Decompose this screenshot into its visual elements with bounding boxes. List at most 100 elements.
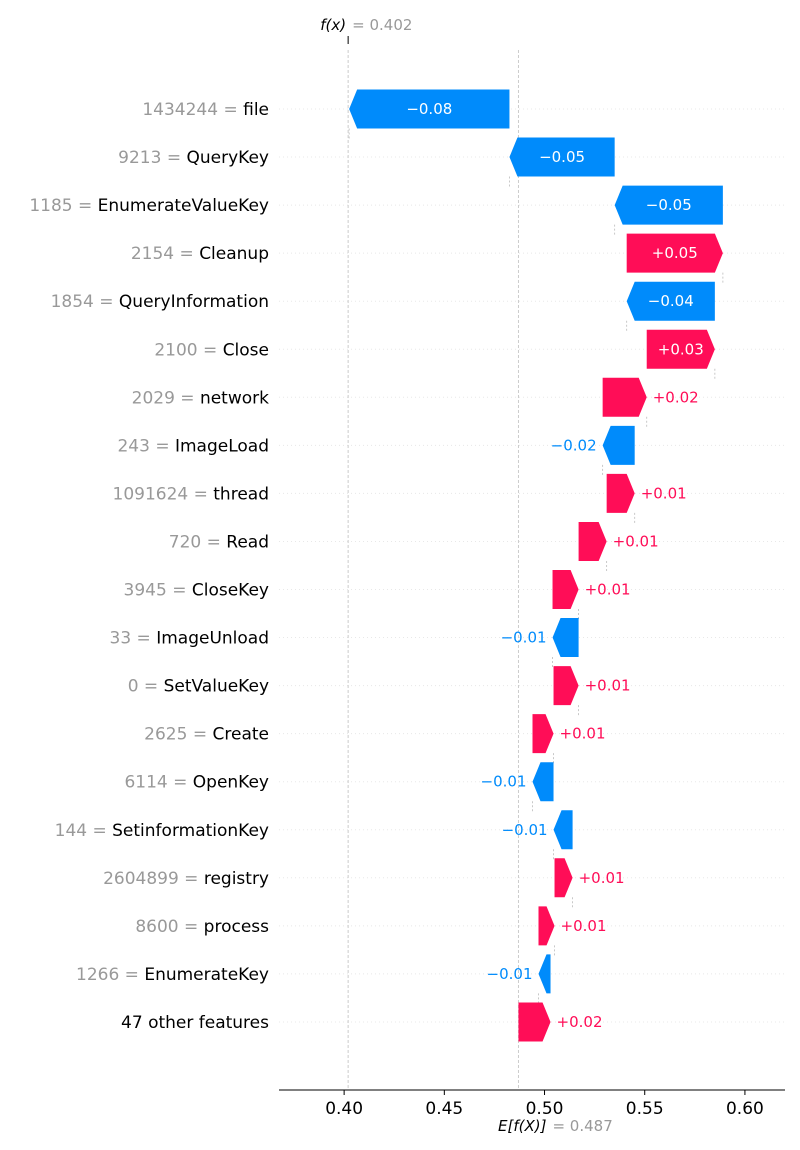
x-tick-label: 0.45 [425,1099,463,1119]
feature-name: process [204,917,269,937]
feature-label: 33 = ImageUnload [110,629,269,649]
feature-name: 47 other features [121,1013,269,1033]
contribution-label: +0.02 [653,388,699,406]
contribution-bar [606,473,635,513]
feature-name: network [200,388,269,408]
contribution-bar [626,233,723,273]
contribution-label: +0.01 [560,725,606,743]
feature-name: registry [204,869,269,889]
base-value-label: E[f(X)] [498,1117,547,1135]
contribution-bar [626,281,715,321]
feature-label: 1266 = EnumerateKey [76,965,269,985]
feature-label: 2604899 = registry [103,869,269,889]
contribution-label: −0.04 [648,292,694,310]
contribution-label: +0.05 [652,244,698,262]
feature-labels: 1434244 = file 9213 = QueryKey 1185 = Enum… [29,100,269,1033]
contribution-label: −0.01 [502,821,548,839]
contribution-bar [509,137,615,177]
contribution-bar [602,377,647,417]
contribution-bar [646,329,715,369]
feature-label: 2100 = Close [154,340,269,360]
base-value: = 0.487 [552,1117,612,1135]
contribution-bar [554,858,573,898]
fx-label: f(x) [320,16,346,34]
contribution-bar [538,906,555,946]
feature-label: 8600 = process [135,917,269,937]
feature-value: 2625 = [144,725,212,745]
feature-value: 720 = [169,532,227,552]
contribution-label: −0.01 [501,629,547,647]
feature-name: ImageUnload [156,629,269,649]
contribution-label: +0.02 [557,1013,603,1031]
feature-label: 1091624 = thread [113,484,270,504]
feature-value: 144 = [55,821,113,841]
feature-value: 9213 = [118,148,186,168]
feature-name: thread [213,484,269,504]
base-value-annotation: E[f(X)] = 0.487 [498,1117,613,1135]
feature-name: OpenKey [193,773,269,793]
x-tick-label: 0.40 [325,1099,363,1119]
contribution-bar [532,762,554,802]
feature-name: Close [223,340,269,360]
feature-name: file [243,100,269,120]
feature-name: SetinformationKey [112,821,269,841]
contribution-label: −0.01 [481,773,527,791]
contribution-label: +0.01 [613,532,659,550]
feature-value: 2604899 = [103,869,204,889]
feature-label: 144 = SetinformationKey [55,821,269,841]
feature-value: 2154 = [131,244,199,264]
feature-value: 33 = [110,629,157,649]
reference-lines [347,36,519,1090]
contribution-bar [614,185,723,225]
feature-value: 243 = [117,436,175,456]
contribution-label: −0.05 [646,196,692,214]
feature-name: Cleanup [199,244,269,264]
feature-value: 1854 = [51,292,119,312]
contribution-label: +0.01 [579,869,625,887]
feature-label: 0 = SetValueKey [128,677,269,697]
feature-label: 2029 = network [132,388,270,408]
feature-value: 3945 = [124,581,192,601]
feature-name: CloseKey [192,581,269,601]
feature-value: 8600 = [135,917,203,937]
feature-value: 2029 = [132,388,200,408]
feature-name: EnumerateValueKey [98,196,269,216]
x-tick-label: 0.55 [626,1099,664,1119]
contribution-label: +0.01 [641,484,687,502]
feature-name: SetValueKey [164,677,269,697]
contribution-bar [578,521,607,561]
feature-name: EnumerateKey [144,965,269,985]
feature-label: 9213 = QueryKey [118,148,269,168]
feature-label: 2154 = Cleanup [131,244,269,264]
feature-name: Create [213,725,270,745]
contribution-bar [553,666,579,706]
contribution-label: −0.02 [551,436,597,454]
fx-annotation: f(x) = 0.402 [320,16,412,34]
x-tick-label: 0.50 [526,1099,564,1119]
contribution-bar [349,89,510,129]
contribution-bar [518,1002,551,1042]
contribution-label: −0.05 [539,148,585,166]
feature-value: 6114 = [124,773,192,793]
feature-value: 0 = [128,677,164,697]
feature-label: 1185 = EnumerateValueKey [29,196,269,216]
x-tick-label: 0.60 [726,1099,764,1119]
feature-value: 1266 = [76,965,144,985]
contribution-bars: −0.08 −0.05 −0.05 +0.05 −0.04 +0.03 +0.02 −0.02… [348,89,724,1042]
feature-label: 243 = ImageLoad [117,436,269,456]
fx-value: = 0.402 [352,16,412,34]
feature-name: ImageLoad [175,436,269,456]
contribution-label: −0.08 [406,100,452,118]
feature-name: QueryKey [187,148,270,168]
feature-label: 47 other features [121,1013,269,1033]
x-axis: 0.40 0.45 0.50 0.55 0.60 [279,1089,785,1119]
contribution-bar [602,425,635,465]
feature-value: 1185 = [29,196,97,216]
contribution-label: +0.01 [561,917,607,935]
contribution-label: +0.01 [585,581,631,599]
feature-label: 1434244 = file [142,100,269,120]
contribution-bar [552,618,579,658]
contribution-bar [553,810,573,850]
contribution-label: −0.01 [487,965,533,983]
